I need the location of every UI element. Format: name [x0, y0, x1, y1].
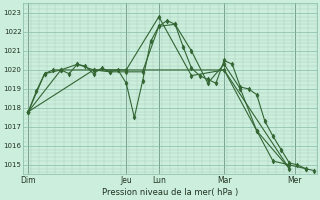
X-axis label: Pression niveau de la mer( hPa ): Pression niveau de la mer( hPa )	[101, 188, 238, 197]
